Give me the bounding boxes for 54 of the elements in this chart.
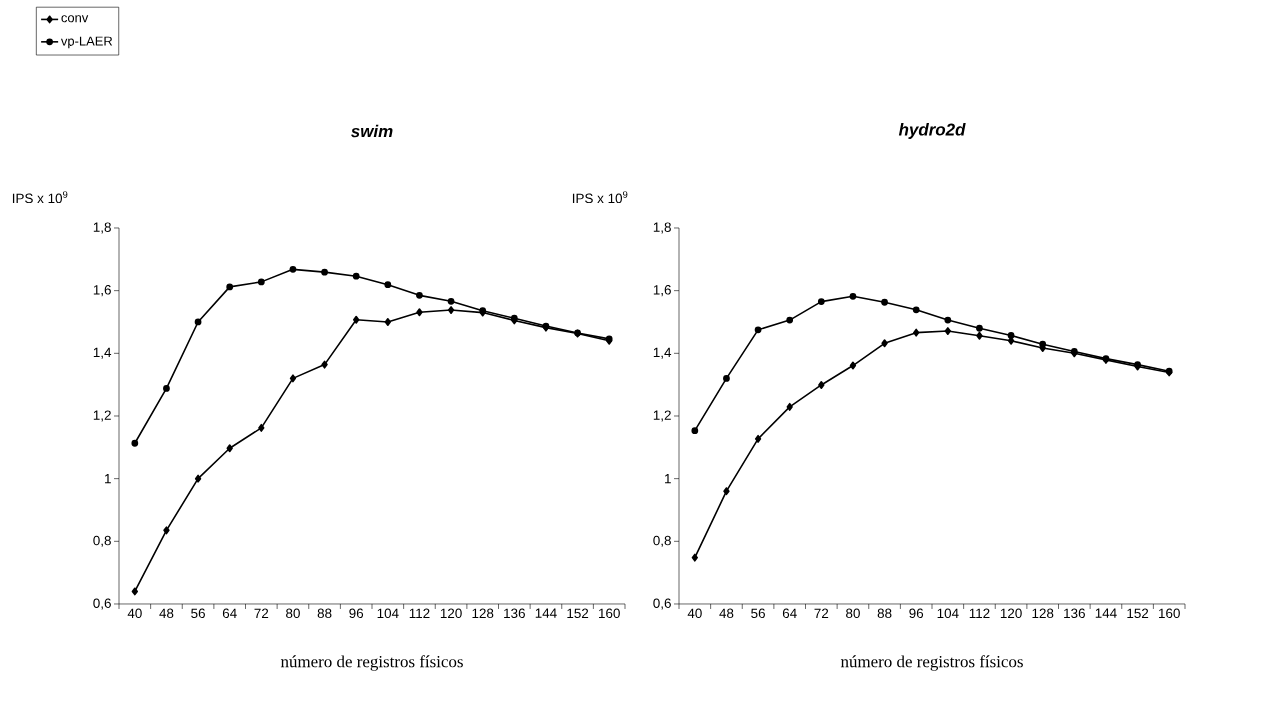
x-tick-label: 112 [969,608,990,618]
x-tick-label: 64 [222,608,237,619]
x-tick-label: 152 [567,608,589,619]
x-tick-label: 88 [317,608,332,619]
y-tick-label: 1,4 [93,347,112,359]
y-axis-title: IPS x 10$^{9}$ [12,191,68,204]
y-tick-label: 0,8 [93,535,111,547]
x-tick-label: 128 [472,608,494,619]
x-tick-label: 96 [909,608,924,619]
x-tick-label: 40 [127,608,142,619]
legend-label: vp-LAER [60,36,113,49]
x-tick-label: 104 [377,608,399,619]
y-tick-label: 0,6 [653,598,671,610]
chart-title: swim [351,124,393,138]
x-tick-label: 152 [1127,608,1149,619]
x-tick-label: 112 [409,608,430,618]
x-axis-title: número de registros físicos [840,655,1023,671]
x-tick-label: 96 [349,608,364,619]
x-tick-label: 136 [1064,608,1085,619]
x-tick-label: 48 [159,608,174,619]
x-tick-label: 104 [937,608,959,619]
x-tick-label: 56 [191,608,205,619]
x-tick-label: 56 [751,608,765,619]
x-tick-label: 120 [440,608,462,619]
x-tick-label: 160 [1159,608,1180,619]
x-tick-label: 120 [1000,608,1022,619]
y-tick-label: 1,6 [653,285,671,297]
x-tick-label: 144 [535,608,557,618]
x-axis-title: número de registros físicos [280,655,463,671]
y-tick-label: 1,2 [93,410,111,422]
chart-title: hydro2d [898,123,966,139]
x-tick-label: 88 [877,608,892,619]
x-tick-label: 72 [254,608,269,618]
legend-label: conv [61,15,89,23]
y-tick-label: 0,8 [653,535,671,547]
x-tick-label: 80 [846,608,860,619]
x-tick-label: 128 [1032,608,1054,619]
y-tick-label: 1,6 [93,285,111,297]
x-tick-label: 64 [782,608,797,619]
y-tick-label: 0,6 [93,598,111,610]
x-tick-label: 136 [504,608,525,619]
x-tick-label: 80 [286,608,300,619]
x-tick-label: 160 [599,608,620,619]
y-tick-label: 1,8 [653,222,671,234]
x-tick-label: 48 [719,608,734,619]
y-tick-label: 1 [105,474,111,484]
x-tick-label: 144 [1095,608,1117,618]
y-tick-label: 1,8 [93,222,111,234]
y-tick-label: 1,4 [653,347,672,359]
y-tick-label: 1 [665,474,671,484]
y-tick-label: 1,2 [653,410,671,422]
x-tick-label: 40 [687,608,702,619]
x-tick-label: 72 [814,608,829,618]
y-axis-title: IPS x 10$^{9}$ [572,191,628,204]
